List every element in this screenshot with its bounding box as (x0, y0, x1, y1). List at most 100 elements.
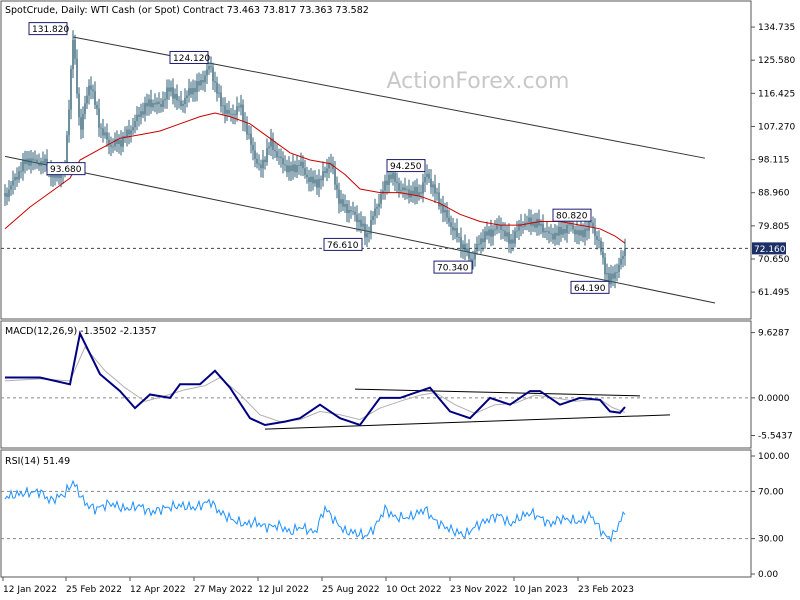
candle-body (450, 222, 452, 227)
date-axis-label: 12 Jul 2022 (258, 585, 309, 595)
candle-body (574, 229, 576, 235)
candle-body (232, 114, 234, 115)
candle-body (286, 165, 288, 173)
current-price-tag (752, 242, 786, 255)
candle-body (492, 229, 494, 237)
annotation-label: 80.820 (556, 212, 588, 222)
candle-body (140, 111, 142, 117)
price-annotation: 94.250 (386, 159, 426, 173)
candle-body (396, 181, 398, 184)
candle-body (556, 232, 558, 236)
annotation-label: 70.340 (437, 264, 469, 274)
candle-body (410, 190, 412, 198)
candle-body (68, 109, 70, 136)
candle-body (368, 232, 370, 234)
candle-body (462, 244, 464, 250)
candle-body (120, 139, 122, 147)
candle-body (364, 223, 366, 238)
candle-body (500, 224, 502, 230)
annotation-box (28, 22, 68, 36)
candle-body (456, 228, 458, 238)
macd-line (5, 330, 626, 427)
candle-body (424, 176, 426, 183)
candle-body (270, 138, 272, 147)
candle-body (596, 235, 598, 240)
candle-body (406, 189, 408, 191)
candle-body (454, 228, 456, 231)
candle-body (234, 114, 236, 116)
candle-body (534, 221, 536, 228)
candle-body (92, 89, 94, 92)
candle-body (586, 228, 588, 231)
candle-body (392, 173, 394, 179)
price-layer: 131.820 124.120 93.680 76.610 94.250 70.340 80… (1, 22, 751, 304)
candle-body (448, 217, 450, 223)
candle-body (460, 237, 462, 250)
candle-body (474, 251, 476, 260)
candle-body (238, 106, 240, 108)
candle-body (464, 244, 466, 252)
candle-body (624, 248, 626, 257)
candle-body (168, 87, 170, 92)
candle-body (88, 85, 90, 96)
candle-body (106, 132, 108, 140)
candle-body (252, 144, 254, 151)
price-axis-label: 107.270 (758, 122, 795, 132)
candle-body (118, 139, 120, 145)
candle-body (298, 165, 300, 166)
candle-body (192, 88, 194, 95)
candle-body (80, 117, 82, 130)
candle-body (200, 80, 202, 86)
candle-body (466, 248, 468, 252)
candle-body (190, 88, 192, 95)
candle-body (570, 224, 572, 226)
candle-body (310, 176, 312, 183)
candle-body (256, 158, 258, 164)
candle-body (486, 231, 488, 236)
candle-body (388, 174, 390, 185)
candle-body (582, 230, 584, 238)
candle-body (458, 237, 460, 238)
candle-body (194, 88, 196, 93)
candle-body (104, 132, 106, 136)
candle-body (560, 226, 562, 235)
candle-body (566, 224, 568, 234)
price-annotation: 131.820 (28, 22, 69, 36)
candle-body (394, 173, 396, 182)
candle-body (544, 230, 546, 233)
candle-body (610, 273, 612, 285)
candle-body (522, 226, 524, 228)
macd-label: MACD(12,26,9) -1.3502 -2.1357 (5, 326, 157, 337)
candle-body (346, 204, 348, 213)
candle-body (378, 203, 380, 207)
upper-channel-line (72, 36, 706, 159)
candle-body (204, 75, 206, 83)
candle-body (260, 164, 262, 169)
candle-body (572, 225, 574, 230)
macd-trendline (264, 414, 671, 430)
candle-body (348, 210, 350, 213)
candle-body (496, 224, 498, 230)
candle-body (568, 224, 570, 226)
candle-body (514, 231, 516, 244)
candle-body (480, 238, 482, 245)
candle-body (342, 199, 344, 207)
candle-body (322, 171, 324, 181)
candle-body (36, 159, 38, 164)
candle-body (38, 163, 40, 166)
candle-body (576, 230, 578, 235)
annotation-box (323, 237, 363, 251)
candle-body (16, 177, 18, 180)
candle-body (444, 209, 446, 213)
candle-body (150, 99, 152, 108)
candle-body (580, 230, 582, 236)
candle-body (548, 231, 550, 234)
candle-body (622, 256, 624, 259)
macd-signal-line (4, 346, 626, 423)
candle-body (280, 156, 282, 159)
price-annotation: 76.610 (323, 237, 363, 251)
candle-body (296, 165, 298, 173)
candle-body (490, 229, 492, 237)
annotation-box (46, 162, 86, 176)
candle-body (86, 95, 88, 104)
